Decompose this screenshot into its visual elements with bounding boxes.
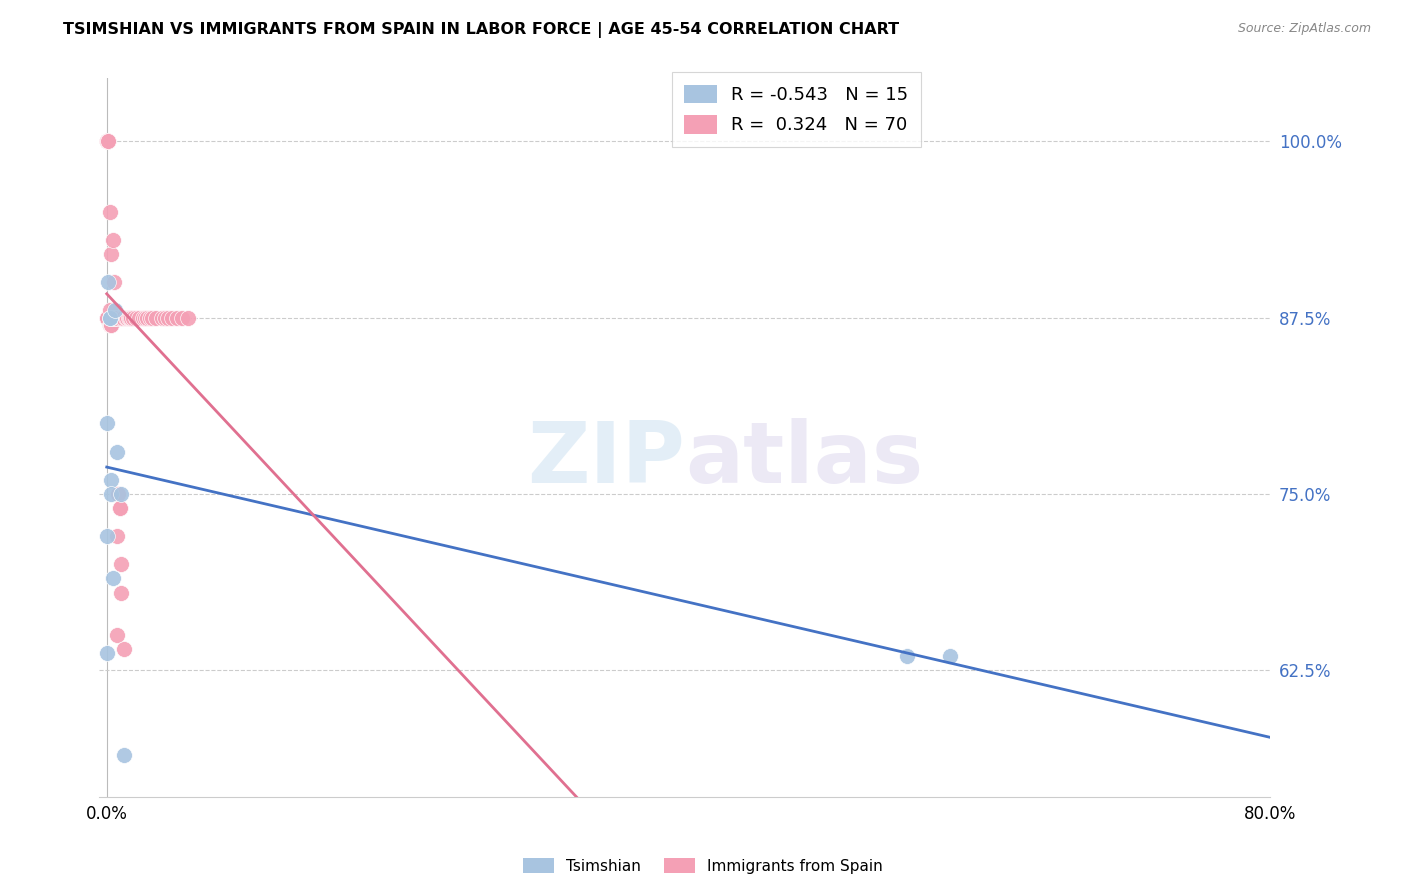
Point (100, 318, 122, 332)
Point (96, 134, 118, 148)
Text: atlas: atlas (685, 417, 924, 500)
Point (114, 310, 136, 325)
Point (96, 310, 118, 325)
Point (103, 310, 125, 325)
Legend: R = -0.543   N = 15, R =  0.324   N = 70: R = -0.543 N = 15, R = 0.324 N = 70 (672, 72, 921, 147)
Point (118, 310, 141, 325)
Point (939, 649, 962, 664)
Point (96, 310, 118, 325)
Point (100, 487, 122, 501)
Point (128, 310, 150, 325)
Point (96, 134, 118, 148)
Point (156, 310, 179, 325)
Point (96, 310, 118, 325)
Point (139, 310, 162, 325)
Point (150, 310, 173, 325)
Point (96, 310, 118, 325)
Point (160, 310, 183, 325)
Point (96, 134, 118, 148)
Point (112, 642, 135, 657)
Point (111, 310, 134, 325)
Point (105, 529, 128, 543)
Point (96, 310, 118, 325)
Point (108, 500, 131, 515)
Point (136, 310, 159, 325)
Point (96, 310, 118, 325)
Legend: Tsimshian, Immigrants from Spain: Tsimshian, Immigrants from Spain (517, 852, 889, 880)
Point (96, 134, 118, 148)
Point (101, 310, 124, 325)
Point (96, 134, 118, 148)
Point (105, 310, 128, 325)
Point (96, 134, 118, 148)
Point (96, 134, 118, 148)
Point (105, 444, 128, 458)
Point (110, 487, 132, 501)
Point (110, 558, 132, 572)
Point (103, 310, 125, 325)
Point (97, 275, 120, 289)
Point (96, 134, 118, 148)
Point (100, 318, 122, 332)
Point (125, 310, 148, 325)
Point (96, 646, 118, 660)
Point (98, 310, 121, 325)
Point (132, 310, 155, 325)
Point (105, 628, 128, 642)
Point (134, 310, 156, 325)
Point (141, 310, 163, 325)
Point (98, 310, 121, 325)
Point (96, 134, 118, 148)
Point (108, 500, 131, 515)
Point (172, 310, 194, 325)
Point (107, 487, 129, 501)
Point (115, 310, 138, 325)
Point (96, 529, 118, 543)
Point (98, 204, 121, 219)
Text: Source: ZipAtlas.com: Source: ZipAtlas.com (1237, 22, 1371, 36)
Point (97, 134, 120, 148)
Point (896, 649, 918, 664)
Point (153, 310, 176, 325)
Point (96, 310, 118, 325)
Point (96, 310, 118, 325)
Point (104, 303, 127, 318)
Point (96, 310, 118, 325)
Point (98, 318, 121, 332)
Point (96, 417, 118, 431)
Point (104, 310, 127, 325)
Point (112, 747, 135, 762)
Point (177, 310, 200, 325)
Text: ZIP: ZIP (527, 417, 685, 500)
Point (121, 310, 143, 325)
Point (101, 572, 124, 586)
Point (110, 310, 132, 325)
Point (100, 247, 122, 261)
Point (96, 134, 118, 148)
Text: TSIMSHIAN VS IMMIGRANTS FROM SPAIN IN LABOR FORCE | AGE 45-54 CORRELATION CHART: TSIMSHIAN VS IMMIGRANTS FROM SPAIN IN LA… (63, 22, 900, 38)
Point (100, 318, 122, 332)
Point (122, 310, 145, 325)
Point (101, 310, 124, 325)
Point (101, 233, 124, 247)
Point (98, 318, 121, 332)
Point (117, 310, 139, 325)
Point (100, 473, 122, 487)
Point (98, 303, 121, 318)
Point (97, 134, 120, 148)
Point (96, 134, 118, 148)
Point (166, 310, 188, 325)
Point (110, 585, 132, 599)
Point (107, 487, 129, 501)
Point (103, 275, 125, 289)
Point (145, 310, 167, 325)
